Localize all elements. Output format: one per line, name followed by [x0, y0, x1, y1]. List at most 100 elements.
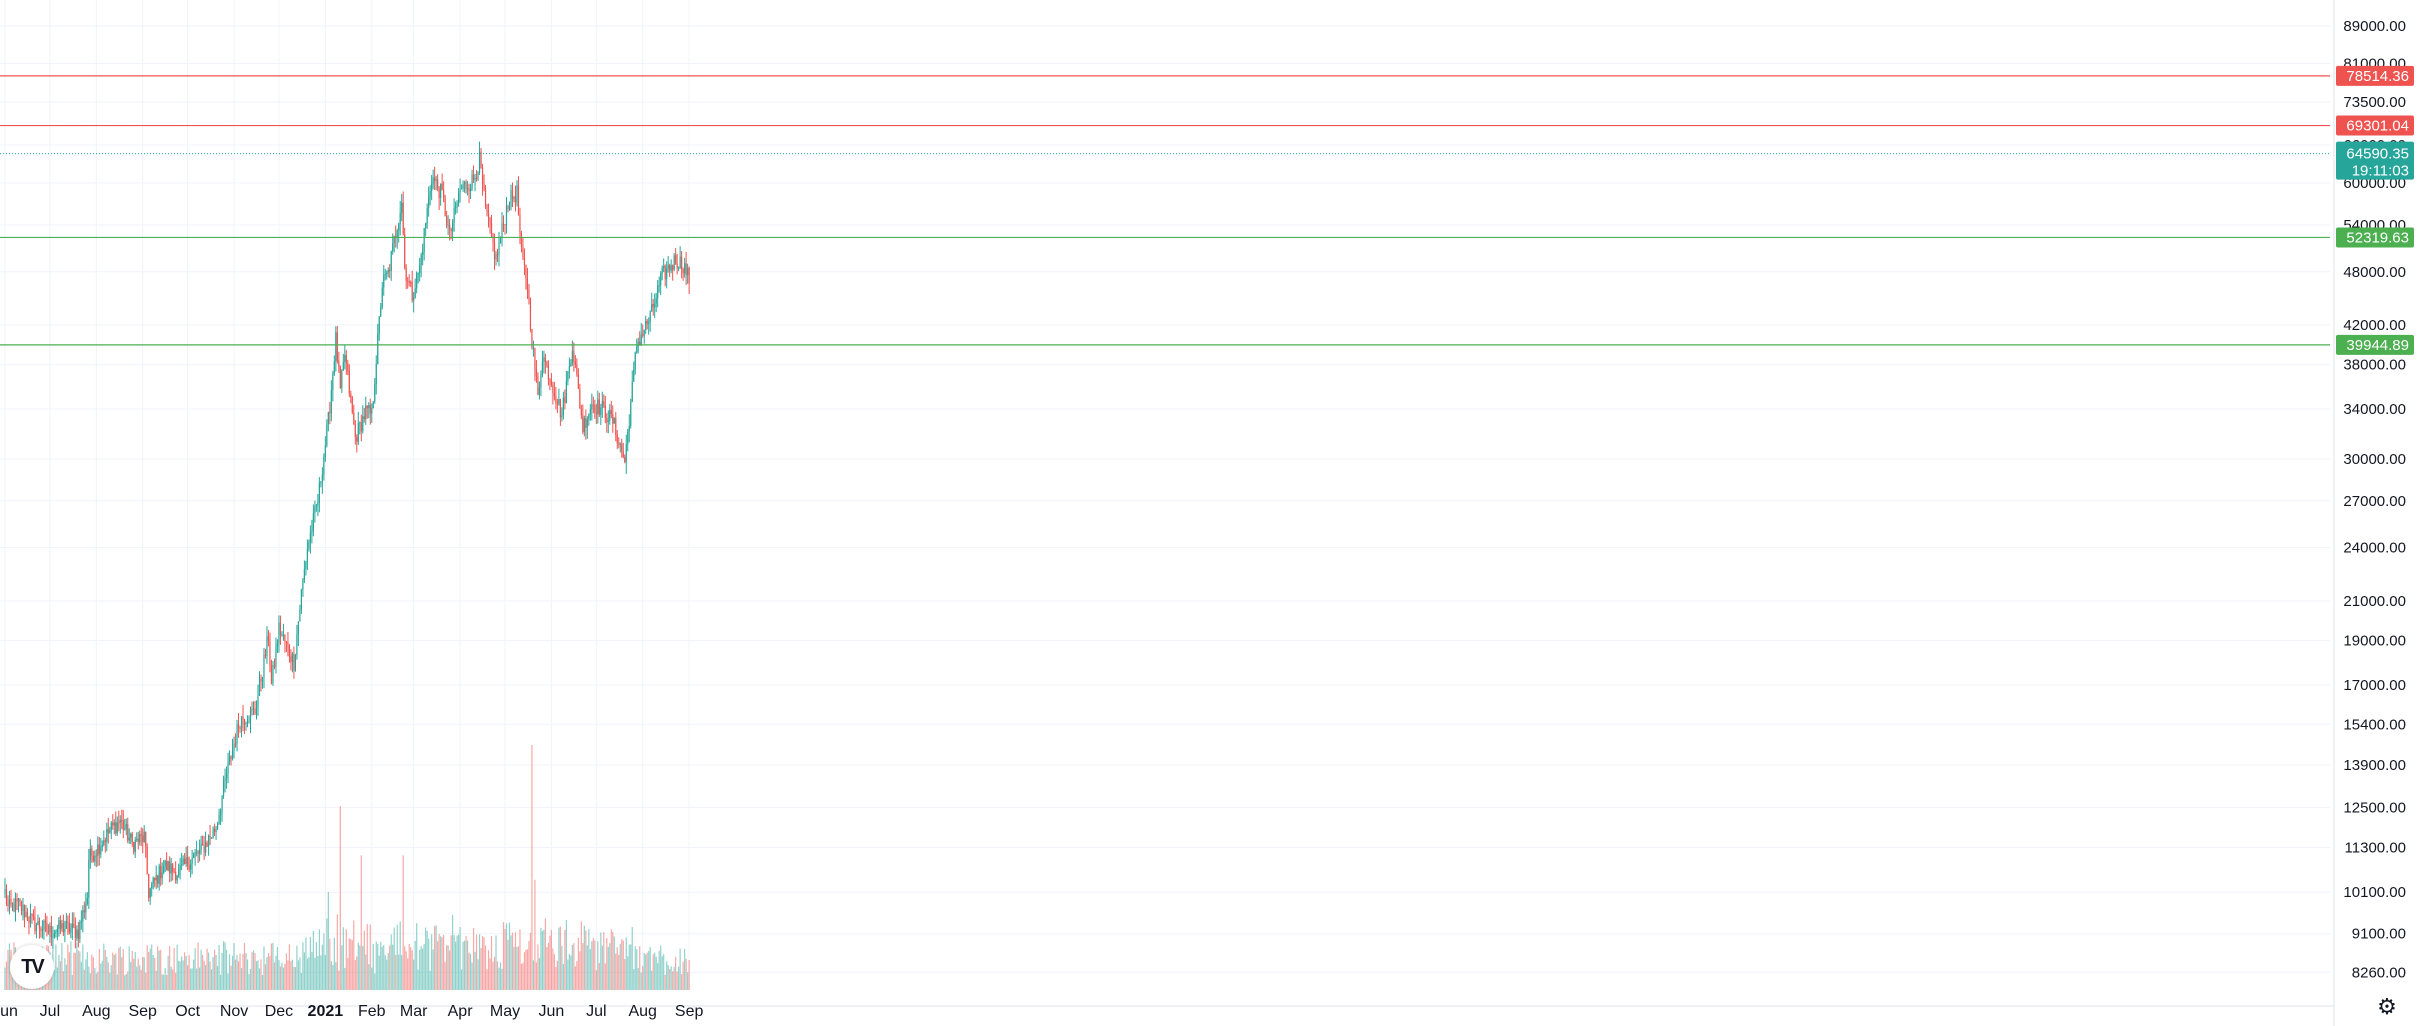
candle-body [139, 834, 141, 843]
candle-body [56, 929, 58, 932]
volume-bar [528, 941, 530, 990]
volume-bar [110, 965, 112, 990]
candle-body [154, 877, 156, 881]
candle-body [404, 234, 406, 268]
volume-bar [178, 960, 180, 990]
candle-body [267, 636, 270, 642]
volume-bar [175, 972, 177, 990]
candle-body [588, 414, 590, 420]
volume-bar [660, 945, 662, 990]
volume-bar [190, 968, 192, 990]
candle-body [672, 265, 674, 270]
volume-bar [431, 934, 433, 990]
volume-bar [447, 945, 449, 990]
volume-bar [568, 954, 570, 990]
volume-bar [669, 969, 671, 990]
volume-bar [390, 934, 392, 990]
candle-body [435, 179, 437, 181]
volume-bar [115, 953, 117, 990]
volume-bar [139, 965, 141, 990]
candle-body [275, 646, 277, 667]
volume-bar [606, 937, 608, 990]
candle-body [393, 236, 395, 244]
volume-bar [360, 855, 362, 990]
volume-bar [537, 944, 539, 990]
candle-body [495, 254, 497, 260]
volume-bar [354, 960, 356, 990]
volume-bar [457, 934, 460, 990]
tradingview-logo[interactable]: TV [10, 945, 54, 989]
candle-body [148, 873, 150, 898]
candle-body [544, 357, 547, 362]
candle-body [285, 641, 288, 643]
candle-body [170, 863, 172, 874]
volume-bar [368, 964, 370, 990]
candle-body [634, 352, 636, 370]
volume-bar [363, 930, 365, 990]
candle-body [537, 376, 539, 395]
volume-bar [398, 954, 400, 990]
candle-body [243, 719, 246, 725]
volume-bar [219, 974, 222, 990]
volume-bar [682, 961, 684, 990]
candle-body [157, 875, 159, 884]
candle-body [457, 192, 460, 204]
candle-body [230, 756, 232, 759]
time-tick-label: Jun [539, 1003, 565, 1020]
price-tick-label: 13900.00 [2343, 757, 2406, 774]
candle-body [233, 743, 235, 750]
candle-body [320, 482, 322, 484]
volume-bar [586, 945, 588, 990]
candle-body [535, 369, 538, 377]
volume-bar [582, 943, 584, 990]
candle-body [196, 851, 198, 853]
volume-bar [452, 914, 454, 990]
candle-body [465, 182, 467, 189]
volume-bar [419, 949, 421, 990]
candle-body [423, 227, 425, 252]
candle-body [502, 223, 505, 225]
candle-body [462, 183, 464, 189]
candle-body [642, 334, 644, 336]
candle-body [496, 254, 499, 256]
candle-body [571, 350, 573, 364]
volume-bar [374, 973, 376, 990]
candle-body [261, 677, 264, 682]
candle-body [585, 418, 587, 428]
volume-bar [481, 936, 484, 990]
candle-body [655, 297, 657, 304]
candle-body [483, 183, 485, 190]
candle-body [47, 931, 50, 933]
candle-body [441, 183, 443, 190]
candle-body [100, 847, 102, 855]
volume-bar [417, 969, 419, 990]
volume-bar [261, 975, 264, 990]
volume-bar [437, 941, 439, 990]
volume-bar [643, 953, 645, 990]
volume-bar [179, 961, 181, 990]
candle-body [32, 914, 35, 917]
price-level-label: 78514.36 [2346, 68, 2409, 85]
settings-button[interactable]: ⚙ [2372, 992, 2402, 1022]
volume-bar [639, 946, 641, 990]
candle-body [224, 777, 226, 781]
candle-body [128, 837, 130, 841]
volume-bar [565, 919, 567, 990]
volume-bar [222, 941, 225, 990]
candle-body [218, 814, 220, 824]
candle-body [146, 846, 148, 874]
price-tick-label: 48000.00 [2343, 264, 2406, 281]
volume-bar [326, 918, 328, 990]
candle-body [510, 190, 512, 207]
candle-body [538, 387, 541, 395]
volume-bar [5, 961, 8, 990]
volume-bar [137, 958, 139, 990]
candle-body [646, 320, 648, 324]
candle-body [528, 289, 530, 299]
candle-body [529, 298, 532, 330]
candle-body [91, 848, 93, 856]
candle-body [555, 396, 557, 403]
volume-bar [597, 941, 599, 990]
